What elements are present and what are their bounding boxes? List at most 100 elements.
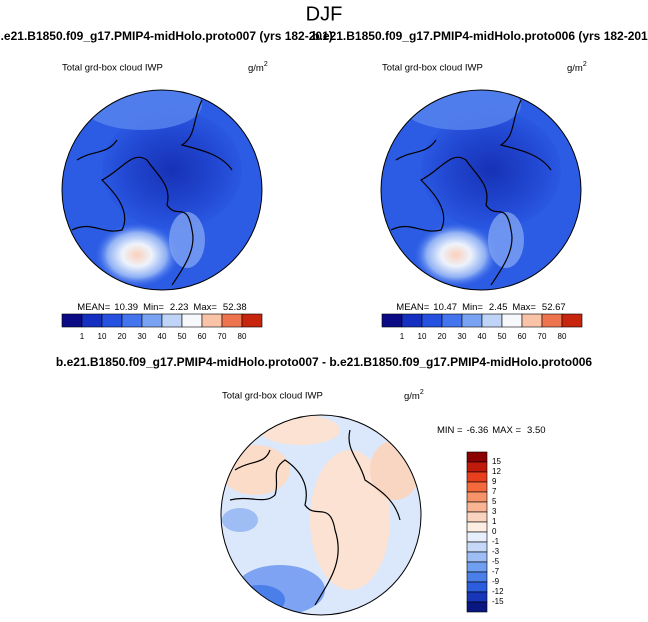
colorbar-box <box>541 313 563 328</box>
stat-value: 52.67 <box>542 302 566 313</box>
stat-label: Max= <box>193 302 217 313</box>
colorbar-label: 15 <box>492 457 501 466</box>
stat-value: 2.23 <box>170 302 189 313</box>
colorbar-box <box>466 541 488 553</box>
colorbar-box <box>466 591 488 603</box>
colorbar-label: 0 <box>492 527 497 536</box>
panel-title: b.e21.B1850.f09_g17.PMIP4-midHolo.proto0… <box>0 29 333 43</box>
colorbar-label: -1 <box>492 537 500 546</box>
map-border <box>220 414 422 616</box>
colorbar-box <box>466 451 488 463</box>
colorbar-box <box>61 313 83 328</box>
map <box>381 90 581 290</box>
colorbar-box <box>466 531 488 543</box>
colorbar-box <box>401 313 423 328</box>
stat-label: MEAN= <box>396 302 429 313</box>
difference-title: b.e21.B1850.f09_g17.PMIP4-midHolo.proto0… <box>56 355 593 369</box>
colorbar-box <box>466 601 488 613</box>
colorbar-label: 10 <box>98 332 107 341</box>
stat-label: MIN = <box>437 425 463 436</box>
colorbar-label: 40 <box>478 332 487 341</box>
colorbar-box <box>561 313 583 328</box>
colorbar-box <box>466 551 488 563</box>
units-exponent: 2 <box>264 61 268 68</box>
colorbar-box <box>201 313 223 328</box>
units-exponent: 2 <box>420 389 424 396</box>
units-label: g/m2 <box>567 61 587 74</box>
colorbar-box <box>501 313 523 328</box>
colorbar-label: 30 <box>458 332 467 341</box>
stat-value: 3.50 <box>527 425 546 436</box>
stat-value: 10.47 <box>433 302 457 313</box>
stat-label: Max= <box>512 302 536 313</box>
colorbar-label: 1 <box>80 332 85 341</box>
colorbar-box <box>466 571 488 583</box>
colorbar-label: 12 <box>492 467 501 476</box>
colorbar-box <box>466 581 488 593</box>
units-exponent: 2 <box>583 61 587 68</box>
colorbar-label: 80 <box>238 332 247 341</box>
panel-title: b.e21.B1850.f09_g17.PMIP4-midHolo.proto0… <box>312 29 648 43</box>
stat-value: 2.45 <box>489 302 508 313</box>
colorbar-box <box>481 313 503 328</box>
stats: MEAN= 10.39 Min= 2.23 Max= 52.38 <box>77 302 246 313</box>
figure-title: DJF <box>306 3 343 25</box>
colorbar-label: 60 <box>518 332 527 341</box>
stats: MEAN= 10.47 Min= 2.45 Max= 52.67 <box>396 302 565 313</box>
colorbar-box <box>466 521 488 533</box>
colorbar-label: 5 <box>492 497 497 506</box>
colorbar-box <box>466 501 488 513</box>
colorbar-label: -3 <box>492 547 500 556</box>
colorbar-label: 7 <box>492 487 497 496</box>
colorbar-label: 70 <box>218 332 227 341</box>
colorbar-box <box>466 471 488 483</box>
stat-value: 52.38 <box>223 302 247 313</box>
colorbar-box <box>81 313 103 328</box>
colorbar-label: 1 <box>492 517 497 526</box>
units: g/m <box>248 63 264 74</box>
colorbar-box <box>466 481 488 493</box>
colorbar-label: 9 <box>492 477 497 486</box>
colorbar-label: -5 <box>492 557 500 566</box>
colorbar-box <box>221 313 243 328</box>
colorbar: 1 10 20 30 40 50 60 70 80 <box>61 313 263 341</box>
colorbar-label: 30 <box>138 332 147 341</box>
colorbar: 1 10 20 30 40 50 60 70 80 <box>381 313 583 341</box>
colorbar-box <box>141 313 163 328</box>
colorbar-label: 60 <box>198 332 207 341</box>
colorbar-label: 3 <box>492 507 497 516</box>
colorbar-label: 50 <box>178 332 187 341</box>
colorbar-box <box>121 313 143 328</box>
map <box>62 90 262 290</box>
map-border <box>61 89 263 291</box>
stats: MIN = -6.36 MAX = 3.50 <box>437 425 546 436</box>
colorbar-box <box>161 313 183 328</box>
colorbar-box <box>241 313 263 328</box>
colorbar-label: 1 <box>400 332 405 341</box>
colorbar-box <box>466 511 488 523</box>
units: g/m <box>567 63 583 74</box>
colorbar-box <box>381 313 403 328</box>
colorbar-box <box>441 313 463 328</box>
field-label: Total grd-box cloud IWP <box>62 63 163 74</box>
colorbar-box <box>466 461 488 473</box>
colorbar-label: -15 <box>492 597 504 606</box>
colorbar-label: -9 <box>492 577 500 586</box>
colorbar-label: 10 <box>418 332 427 341</box>
colorbar-label: 70 <box>538 332 547 341</box>
units: g/m <box>404 391 420 402</box>
colorbar-box <box>101 313 123 328</box>
stat-value: 10.39 <box>114 302 138 313</box>
stat-label: Min= <box>462 302 483 313</box>
stat-label: MAX = <box>492 425 521 436</box>
colorbar-label: 40 <box>158 332 167 341</box>
units-label: g/m2 <box>248 61 268 74</box>
units-label: g/m2 <box>404 389 424 402</box>
colorbar-label: 20 <box>118 332 127 341</box>
colorbar-box <box>421 313 443 328</box>
colorbar-label: 20 <box>438 332 447 341</box>
colorbar-label: 50 <box>498 332 507 341</box>
colorbar-box <box>521 313 543 328</box>
